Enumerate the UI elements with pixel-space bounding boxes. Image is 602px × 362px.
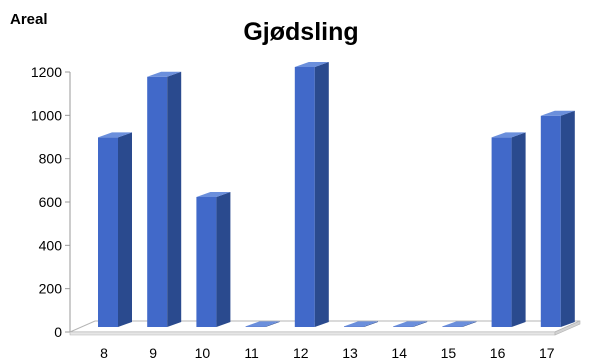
bar-top <box>147 71 182 77</box>
y-tick-labels: 0 200 400 600 800 1000 1200 <box>31 64 62 340</box>
bar <box>491 132 526 327</box>
bar-side <box>216 192 231 327</box>
x-tick-label: 10 <box>195 345 211 361</box>
bar <box>540 110 575 327</box>
y-axis-label: Areal <box>10 11 48 28</box>
bars <box>98 62 575 327</box>
x-tick-label: 17 <box>539 345 555 361</box>
bar-front <box>245 326 266 327</box>
y-tick-label: 0 <box>54 324 62 340</box>
bar-front <box>491 137 512 327</box>
bar <box>98 132 132 327</box>
y-tick-label: 800 <box>39 151 63 167</box>
bar-front <box>98 137 118 327</box>
bar-top <box>540 110 575 116</box>
y-tick-label: 600 <box>39 194 63 210</box>
bar-side <box>167 71 182 327</box>
bar-side <box>511 132 526 327</box>
bar-front <box>442 326 463 327</box>
bar-front <box>540 115 561 327</box>
bar <box>294 62 329 327</box>
bar-top <box>294 62 329 67</box>
x-tick-label: 15 <box>441 345 457 361</box>
y-tick-label: 1000 <box>31 107 62 123</box>
bar <box>344 321 378 327</box>
bar-top <box>344 321 378 327</box>
bar-top <box>442 321 477 327</box>
bar-top <box>196 192 231 197</box>
x-tick-label: 11 <box>244 345 259 361</box>
y-tick-label: 1200 <box>31 64 62 80</box>
x-tick-label: 9 <box>149 345 157 361</box>
bar-side <box>314 62 329 327</box>
chart-title: Gjødsling <box>243 18 358 46</box>
bar-front <box>294 67 315 327</box>
bar-side <box>413 321 428 327</box>
bar-side <box>364 321 378 327</box>
floor-side-edge <box>554 320 581 336</box>
floor-front-edge <box>69 331 556 336</box>
y-tick-label: 200 <box>39 281 63 297</box>
bar-side <box>265 321 280 327</box>
bar-front <box>147 76 168 327</box>
axes <box>65 71 71 333</box>
bar-top <box>245 321 280 327</box>
y-tick-label: 400 <box>39 237 63 253</box>
bar-front <box>196 197 217 327</box>
x-tick-label: 16 <box>490 345 506 361</box>
bar <box>393 321 428 327</box>
bar-side <box>118 132 132 327</box>
bar-side <box>560 110 575 327</box>
x-tick-label: 14 <box>391 345 407 361</box>
x-tick-label: 8 <box>100 345 108 361</box>
x-tick-labels: 8 9 10 11 12 13 14 15 16 17 <box>100 345 555 361</box>
bar-top <box>491 132 526 138</box>
bar <box>245 321 280 327</box>
bar-top <box>98 132 132 138</box>
bar-side <box>462 321 477 327</box>
bar-top <box>393 321 428 327</box>
x-tick-label: 12 <box>293 345 309 361</box>
x-tick-label: 13 <box>342 345 358 361</box>
bar-front <box>344 326 364 327</box>
bar <box>196 192 231 327</box>
bar <box>147 71 182 327</box>
bar <box>442 321 477 327</box>
bar-front <box>393 326 414 327</box>
